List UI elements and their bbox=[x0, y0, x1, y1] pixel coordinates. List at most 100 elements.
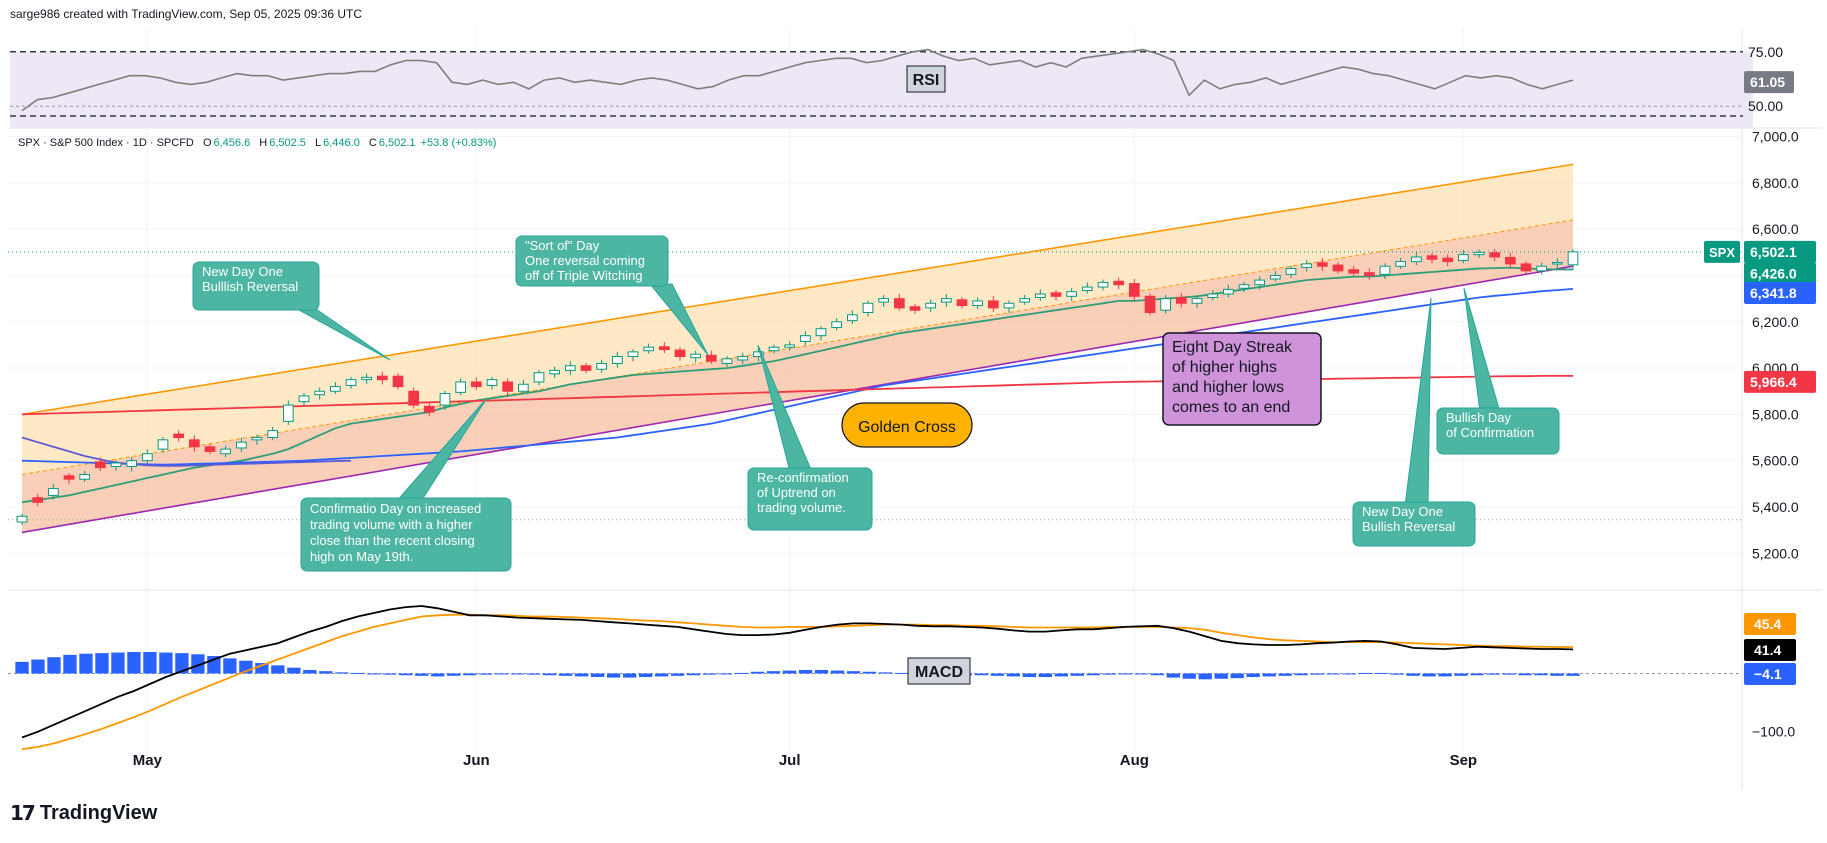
macd-histogram-bar[interactable] bbox=[287, 667, 301, 674]
macd-histogram-bar[interactable] bbox=[31, 659, 45, 674]
candle[interactable] bbox=[674, 347, 686, 361]
candle[interactable] bbox=[282, 400, 294, 425]
candle[interactable] bbox=[1003, 300, 1015, 313]
candle[interactable] bbox=[1034, 289, 1046, 301]
macd-histogram-bar[interactable] bbox=[95, 653, 109, 674]
macd-value[interactable]: 41.4 bbox=[1744, 639, 1796, 661]
macd-histogram-bar[interactable] bbox=[399, 673, 413, 676]
macd-histogram-bar[interactable] bbox=[974, 673, 989, 676]
candle[interactable] bbox=[517, 379, 529, 395]
histogram-value[interactable]: −4.1 bbox=[1744, 663, 1796, 685]
candle[interactable] bbox=[752, 347, 764, 362]
macd-histogram-bar[interactable] bbox=[558, 673, 573, 676]
candle[interactable] bbox=[47, 483, 59, 500]
candle[interactable] bbox=[596, 359, 608, 373]
macd-histogram-bar[interactable] bbox=[367, 673, 381, 675]
macd-histogram-bar[interactable] bbox=[1166, 673, 1180, 678]
candle[interactable] bbox=[690, 350, 702, 363]
candle[interactable] bbox=[298, 393, 310, 406]
candle[interactable] bbox=[1113, 277, 1125, 289]
macd-histogram-bar[interactable] bbox=[1422, 673, 1436, 677]
candle[interactable] bbox=[1175, 292, 1187, 308]
candle[interactable] bbox=[768, 344, 780, 354]
candle[interactable] bbox=[627, 349, 639, 362]
candle[interactable] bbox=[188, 435, 200, 452]
candle[interactable] bbox=[1363, 268, 1375, 280]
macd-histogram-bar[interactable] bbox=[590, 673, 605, 677]
macd-histogram-bar[interactable] bbox=[1310, 673, 1324, 675]
macd-histogram-bar[interactable] bbox=[1470, 673, 1484, 676]
candle[interactable] bbox=[329, 381, 341, 395]
early-mover-line[interactable] bbox=[21, 436, 352, 467]
ma200-value[interactable]: 5,966.4 bbox=[1744, 370, 1816, 393]
macd-histogram-bar[interactable] bbox=[638, 673, 653, 677]
candle[interactable] bbox=[173, 430, 185, 442]
candle[interactable] bbox=[345, 376, 357, 389]
macd-histogram-bar[interactable] bbox=[1294, 673, 1308, 676]
macd-histogram-bar[interactable] bbox=[766, 671, 781, 674]
candle[interactable] bbox=[1160, 294, 1172, 314]
candle[interactable] bbox=[94, 457, 106, 472]
candle[interactable] bbox=[1567, 249, 1579, 270]
candle[interactable] bbox=[611, 351, 623, 368]
macd-histogram-bar[interactable] bbox=[670, 673, 685, 676]
candle[interactable] bbox=[204, 444, 216, 455]
last-price[interactable]: 6,502.1 bbox=[1744, 240, 1816, 263]
macd-histogram-bar[interactable] bbox=[990, 673, 1005, 676]
candle[interactable] bbox=[1269, 270, 1281, 282]
callout-eight-day-streak[interactable]: Eight Day Streak of higher highs and highe… bbox=[1162, 332, 1322, 426]
symbol-legend[interactable]: SPX · S&P 500 Index · 1D · SPCFD O 6,456.… bbox=[18, 137, 496, 149]
macd-histogram-bar[interactable] bbox=[543, 673, 557, 676]
macd-histogram-bar[interactable] bbox=[431, 673, 445, 677]
candle[interactable] bbox=[940, 293, 952, 307]
macd-histogram-bar[interactable] bbox=[1118, 673, 1132, 675]
candle[interactable] bbox=[126, 456, 138, 472]
candle[interactable] bbox=[502, 378, 514, 397]
candle[interactable] bbox=[486, 376, 498, 390]
candle[interactable] bbox=[831, 318, 843, 331]
macd-histogram-bar[interactable] bbox=[1518, 673, 1532, 676]
macd-histogram-bar[interactable] bbox=[782, 670, 797, 674]
candle[interactable] bbox=[1332, 262, 1344, 274]
macd-histogram-bar[interactable] bbox=[479, 673, 493, 675]
macd-histogram-bar[interactable] bbox=[1566, 673, 1580, 676]
macd-histogram-bar[interactable] bbox=[1278, 673, 1292, 676]
candle[interactable] bbox=[470, 377, 482, 391]
candle[interactable] bbox=[893, 293, 905, 311]
macd-histogram-bar[interactable] bbox=[159, 652, 173, 674]
candle[interactable] bbox=[439, 390, 451, 410]
macd-histogram-bar[interactable] bbox=[1086, 673, 1100, 676]
macd-histogram-bar[interactable] bbox=[191, 654, 205, 674]
candle[interactable] bbox=[32, 494, 44, 506]
candle[interactable] bbox=[784, 341, 796, 351]
candle[interactable] bbox=[1238, 281, 1250, 293]
macd-histogram-bar[interactable] bbox=[527, 673, 541, 675]
ma50-value[interactable]: 6,341.8 bbox=[1744, 281, 1816, 304]
macd-histogram-bar[interactable] bbox=[878, 672, 893, 674]
candle[interactable] bbox=[1379, 263, 1391, 280]
candle[interactable] bbox=[533, 369, 545, 386]
macd-histogram-bar[interactable] bbox=[319, 671, 333, 674]
macd-histogram-bar[interactable] bbox=[1502, 673, 1516, 675]
rsi-line[interactable] bbox=[21, 48, 1574, 112]
macd-histogram-bar[interactable] bbox=[846, 671, 861, 674]
macd-histogram-bar[interactable] bbox=[1134, 673, 1148, 675]
macd-histogram-bar[interactable] bbox=[606, 673, 621, 678]
candle[interactable] bbox=[79, 470, 91, 482]
candle[interactable] bbox=[157, 437, 169, 453]
candle[interactable] bbox=[63, 472, 75, 485]
candle[interactable] bbox=[721, 356, 733, 367]
candle[interactable] bbox=[1097, 279, 1109, 291]
macd-line[interactable] bbox=[21, 605, 1574, 739]
rsi-panel[interactable]: RSI bbox=[10, 48, 1753, 128]
macd-histogram-bar[interactable] bbox=[383, 673, 397, 675]
candle[interactable] bbox=[235, 437, 247, 453]
candle[interactable] bbox=[1254, 276, 1266, 290]
price-panel[interactable] bbox=[8, 163, 1742, 534]
